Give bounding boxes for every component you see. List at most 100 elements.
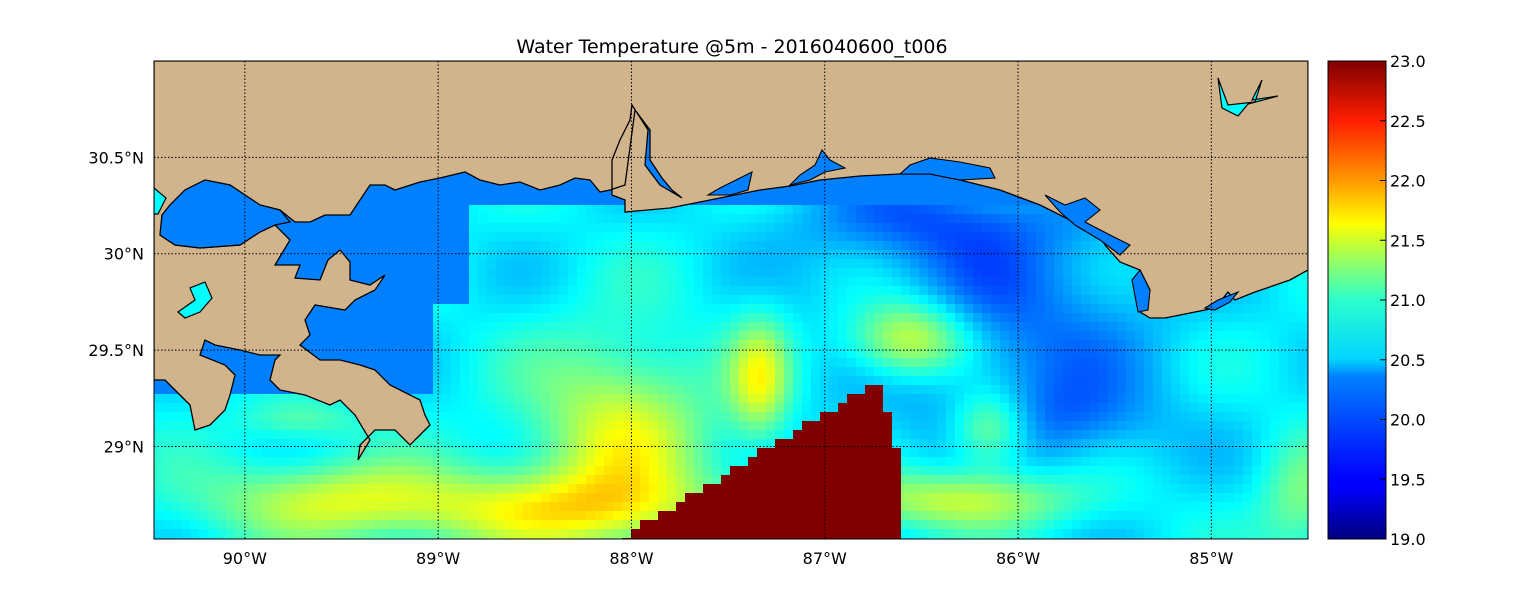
heat-cell [514, 205, 524, 215]
heat-cell [1279, 367, 1289, 377]
heat-cell [739, 250, 749, 260]
heat-cell [388, 466, 398, 476]
heat-cell [532, 232, 542, 242]
heat-cell [676, 241, 686, 251]
heat-cell [1099, 340, 1109, 350]
heat-cell [343, 466, 353, 476]
heat-cell [910, 205, 920, 215]
heat-cell [1009, 214, 1019, 224]
heat-cell [856, 358, 866, 368]
heat-cell [451, 475, 461, 485]
heat-cell [748, 349, 758, 359]
heat-cell [1000, 349, 1010, 359]
heat-cell [1207, 412, 1217, 422]
heat-cell [1018, 322, 1028, 332]
heat-cell [892, 340, 902, 350]
heat-cell [946, 448, 956, 458]
heat-cell [595, 268, 605, 278]
heat-cell [478, 250, 488, 260]
heat-cell [784, 304, 794, 314]
heat-cell [523, 475, 533, 485]
heat-cell [757, 493, 767, 503]
heat-cell [1225, 340, 1235, 350]
heat-cell [739, 385, 749, 395]
heat-cell [253, 520, 263, 530]
heat-cell [577, 421, 587, 431]
heat-cell [343, 439, 353, 449]
heat-cell [820, 457, 830, 467]
heat-cell [1108, 358, 1118, 368]
heat-cell [685, 511, 695, 521]
heat-cell [784, 403, 794, 413]
heat-cell [235, 394, 245, 404]
heat-cell [874, 529, 884, 539]
heat-cell [1027, 214, 1037, 224]
heat-cell [865, 502, 875, 512]
heat-cell [919, 232, 929, 242]
heat-cell [793, 250, 803, 260]
heat-cell [1252, 511, 1262, 521]
heat-cell [973, 457, 983, 467]
heat-cell [406, 493, 416, 503]
heat-cell [559, 511, 569, 521]
heat-cell [586, 277, 596, 287]
heat-cell [1297, 313, 1307, 323]
heat-cell [766, 349, 776, 359]
heat-cell [1099, 394, 1109, 404]
heat-cell [703, 430, 713, 440]
heat-cell [847, 457, 857, 467]
heat-cell [568, 268, 578, 278]
heat-cell [550, 421, 560, 431]
heat-cell [1234, 502, 1244, 512]
heat-cell [586, 403, 596, 413]
heat-cell [1180, 421, 1190, 431]
heat-cell [406, 529, 416, 539]
heat-cell [640, 349, 650, 359]
heat-cell [784, 268, 794, 278]
heat-cell [514, 430, 524, 440]
heat-cell [1063, 466, 1073, 476]
heat-cell [1036, 286, 1046, 296]
heat-cell [262, 493, 272, 503]
heat-cell [1018, 286, 1028, 296]
heat-cell [793, 421, 803, 431]
heat-cell [892, 232, 902, 242]
heat-cell [919, 529, 929, 539]
heat-cell [757, 394, 767, 404]
heat-cell [1099, 412, 1109, 422]
heat-cell [757, 268, 767, 278]
heat-cell [307, 421, 317, 431]
heat-cell [568, 484, 578, 494]
heat-cell [568, 295, 578, 305]
heat-cell [856, 412, 866, 422]
heat-cell [1000, 214, 1010, 224]
heat-cell [658, 439, 668, 449]
heat-cell [550, 232, 560, 242]
heat-cell [640, 493, 650, 503]
heat-cell [559, 358, 569, 368]
heat-cell [784, 277, 794, 287]
heat-cell [334, 493, 344, 503]
heat-cell [1279, 322, 1289, 332]
heat-cell [325, 520, 335, 530]
heat-cell [514, 268, 524, 278]
heat-cell [721, 268, 731, 278]
heat-cell [1054, 484, 1064, 494]
graticule [154, 61, 1308, 539]
heat-cell [1198, 421, 1208, 431]
heat-cell [1099, 286, 1109, 296]
heat-cell [685, 250, 695, 260]
heat-cell [982, 466, 992, 476]
heat-cell [676, 313, 686, 323]
heat-cell [982, 475, 992, 485]
heat-cell [460, 457, 470, 467]
heat-cell [640, 439, 650, 449]
heat-cell [865, 403, 875, 413]
heat-cell [1126, 511, 1136, 521]
heat-cell [541, 223, 551, 233]
heat-cell [775, 529, 785, 539]
heat-cell [865, 232, 875, 242]
heat-cell [955, 304, 965, 314]
heat-cell [1306, 358, 1308, 368]
heat-cell [1108, 529, 1118, 539]
